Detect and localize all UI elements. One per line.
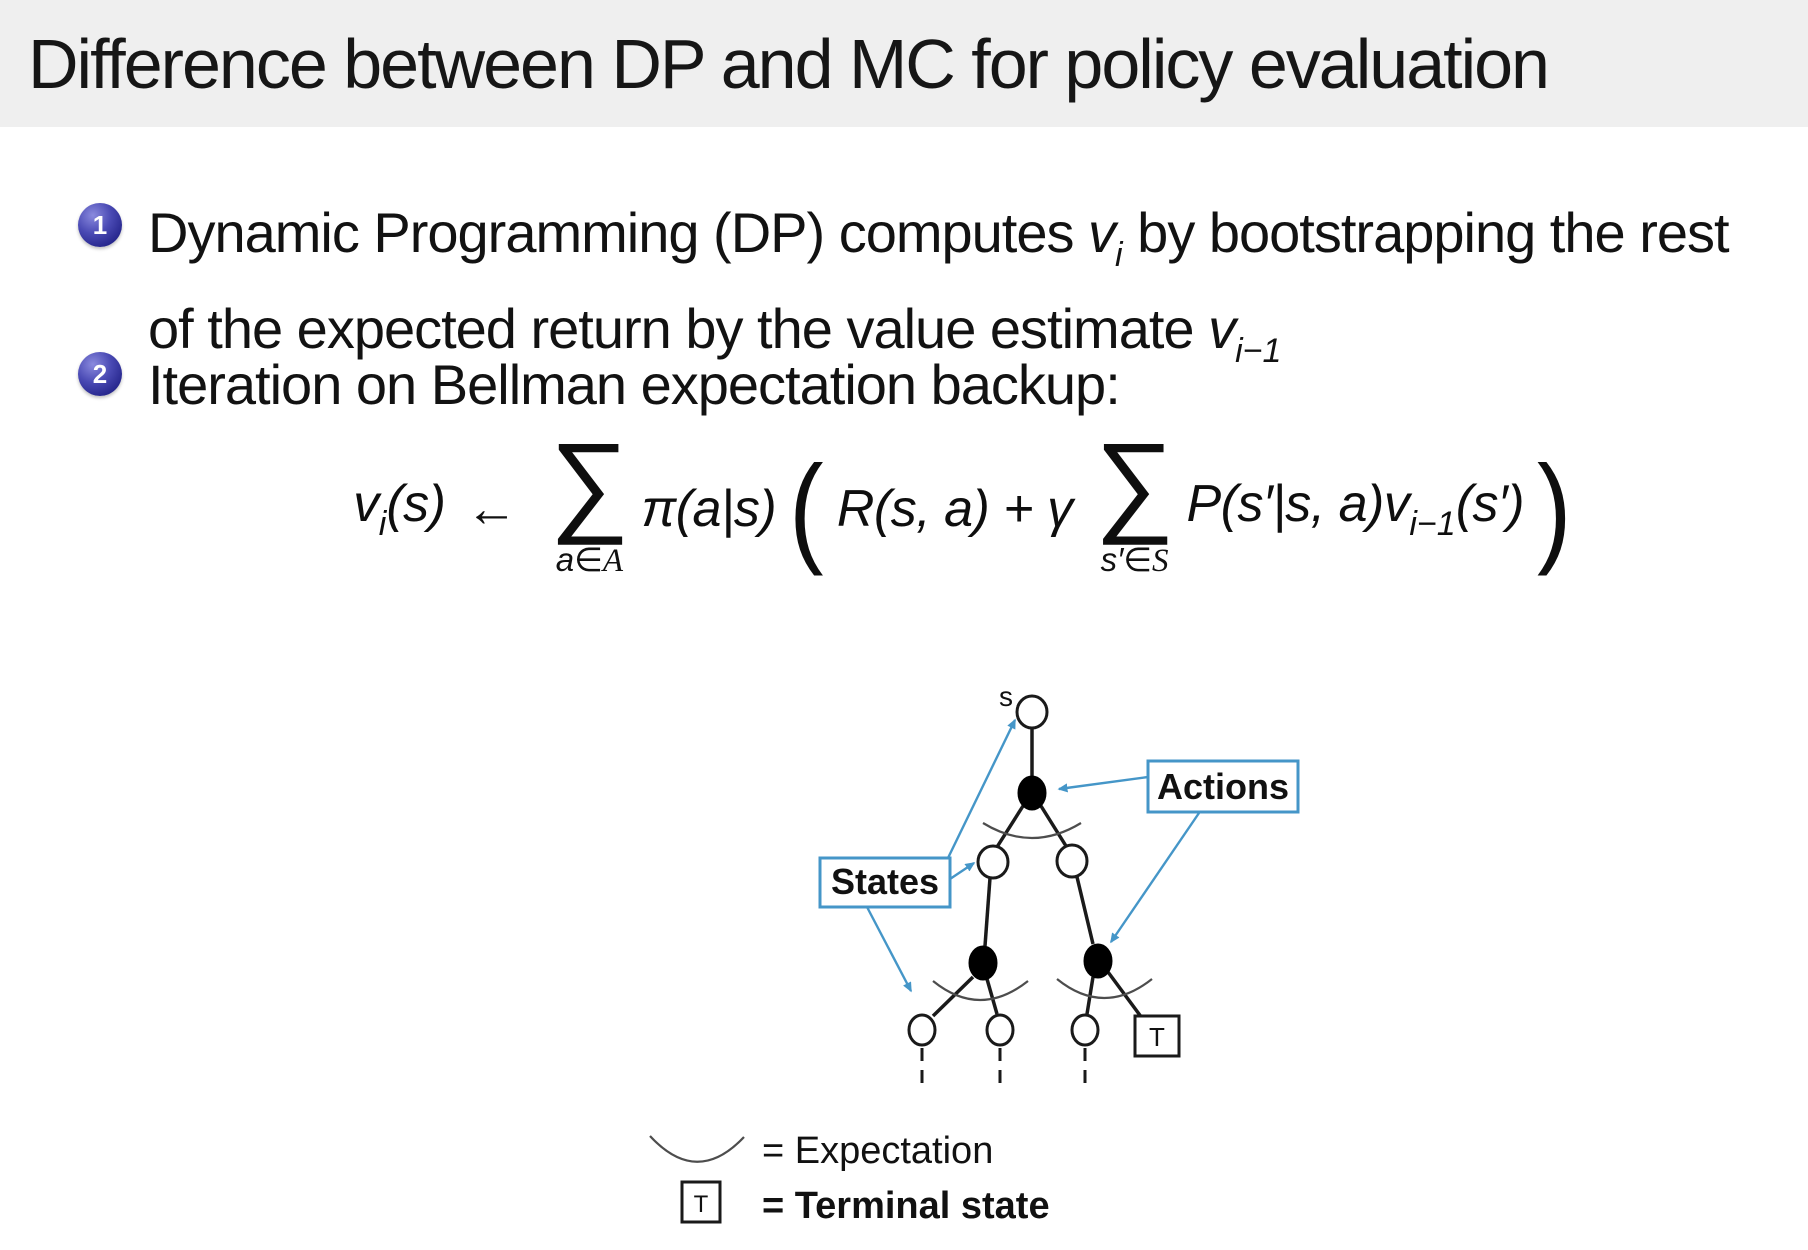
actions-label: Actions (1157, 766, 1289, 807)
slide-title-bar: Difference between DP and MC for policy … (0, 0, 1808, 127)
sum1-action-set: A (602, 542, 624, 579)
expectation-arc-top (982, 822, 1082, 839)
formula-sum-over-actions: ∑ a∈A (549, 420, 630, 580)
edge-right-state-to-action (1075, 876, 1095, 945)
legend-expectation-text: = Expectation (762, 1130, 993, 1172)
sum1-var: a (555, 540, 575, 578)
sum2-var: s′ (1100, 540, 1124, 578)
actions-arrow-to-right-action (1110, 812, 1200, 944)
edge-left-state-to-action (983, 877, 992, 947)
bullet-1-line-1-pre: Dynamic Programming (DP) computes (148, 201, 1089, 264)
states-arrow-to-root (946, 718, 1017, 859)
slide-title: Difference between DP and MC for policy … (28, 25, 1550, 103)
terminal-node-box (1133, 1014, 1181, 1058)
formula-left-paren: ( (789, 440, 824, 577)
expectation-arc-right (1056, 978, 1153, 999)
formula-lhs-sub: i (378, 504, 387, 543)
legend-terminal-text: = Terminal state (762, 1185, 1050, 1227)
terminal-node-letter: T (1149, 1022, 1165, 1052)
edge-action-to-right-state (1039, 805, 1068, 847)
legend-terminal-box-icon (680, 1180, 722, 1224)
leaf-state-node-1 (907, 1013, 937, 1047)
bullet-2-text: Iteration on Bellman expectation backup: (148, 353, 1121, 416)
enum-badge-2-number: 2 (92, 358, 108, 389)
states-label: States (831, 861, 939, 902)
bullet-1-line-1: Dynamic Programming (DP) computes vi by … (148, 196, 1730, 292)
formula-sum1-underscript: a∈A (556, 540, 623, 580)
formula-prob: P(s′|s, a)v (1186, 474, 1410, 533)
formula-assign-arrow: ← (465, 479, 518, 538)
mid-right-state-node (1055, 843, 1089, 879)
right-action-node (1083, 943, 1113, 979)
sum1-element-of: ∈ (574, 540, 603, 578)
root-state-node (1015, 694, 1049, 730)
backup-diagram: s T States Actions = Expectation T = Ter… (649, 681, 1300, 1227)
formula-lhs-var: v (353, 474, 379, 533)
formula-lhs: vi(s) (353, 474, 446, 544)
math-var-vi: v (1088, 201, 1116, 264)
left-action-node (968, 945, 998, 981)
legend-expectation-arc-icon (649, 1135, 745, 1163)
edge-left-action-to-leaf1 (931, 975, 975, 1018)
formula-reward-term: R(s, a) + γ (836, 479, 1073, 538)
bellman-formula: vi(s) ← ∑ a∈A π(a|s) ( R(s, a) + γ ∑ s′∈… (0, 420, 1808, 580)
expectation-arc-left (932, 980, 1029, 1001)
sum2-state-set: S (1152, 542, 1169, 579)
edge-action-to-left-state (995, 805, 1025, 848)
root-state-label: s (999, 681, 1013, 712)
math-var-vi1: v (1208, 297, 1236, 360)
edge-left-action-to-leaf2 (985, 978, 999, 1015)
formula-transition-term: P(s′|s, a)vi−1(s′) (1186, 474, 1524, 544)
math-sub-i: i (1115, 236, 1123, 274)
sigma-icon: ∑ (549, 420, 630, 545)
bullet-1-line-2: of the expected return by the value esti… (148, 292, 1729, 388)
top-action-node (1017, 775, 1047, 811)
formula-policy-term: π(a|s) (641, 479, 777, 538)
legend-terminal-letter: T (694, 1191, 709, 1218)
math-sub-i-minus-1: i−1 (1235, 332, 1282, 370)
states-arrow-to-leaf-state (865, 906, 913, 993)
enum-badge-2: 2 (78, 352, 122, 396)
formula-lhs-args: (s) (386, 474, 446, 533)
bullet-1-text: Dynamic Programming (DP) computes vi by … (148, 196, 1730, 388)
bullet-1-line-1-post: by bootstrapping the rest (1122, 201, 1729, 264)
sigma-icon: ∑ (1094, 420, 1175, 545)
leaf-state-node-2 (985, 1013, 1015, 1047)
formula-right-paren: ) (1537, 440, 1572, 577)
formula-prob-sub: i−1 (1409, 504, 1456, 543)
mid-left-state-node (976, 844, 1010, 880)
formula-sum2-underscript: s′∈S (1101, 540, 1169, 580)
leaf-state-node-3 (1070, 1013, 1100, 1047)
enum-badge-1: 1 (78, 203, 122, 247)
formula-prob-args: (s′) (1455, 474, 1525, 533)
bullet-1-line-2-pre: of the expected return by the value esti… (148, 297, 1209, 360)
sum2-element-of: ∈ (1123, 540, 1153, 578)
states-label-box (818, 856, 952, 909)
formula-sum-over-states: ∑ s′∈S (1094, 420, 1175, 580)
enum-badge-1-number: 1 (92, 209, 108, 240)
actions-arrow-to-top-action (1057, 775, 1149, 793)
states-arrow-to-mid-state (949, 862, 976, 880)
actions-label-box (1146, 759, 1300, 814)
